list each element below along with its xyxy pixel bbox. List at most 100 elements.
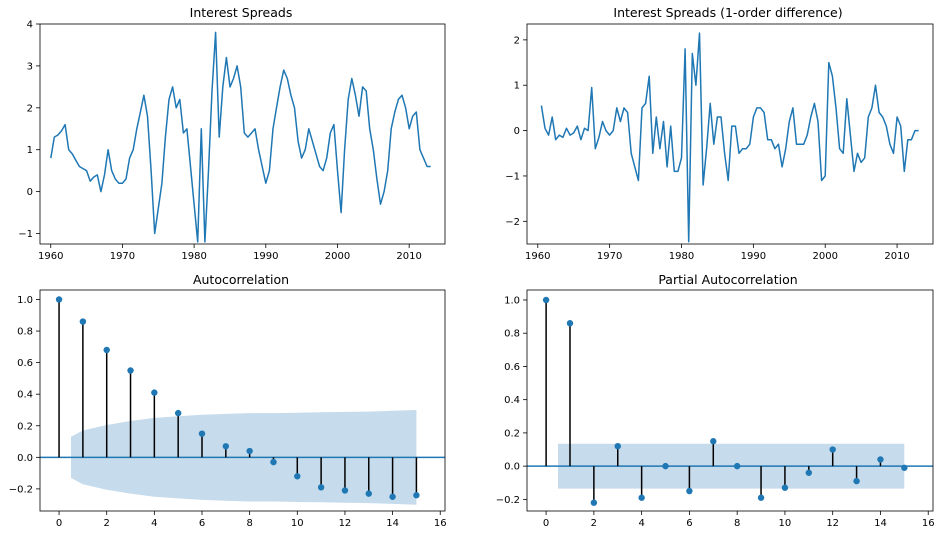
data-point: [55, 296, 63, 303]
y-tick-label: 1.0: [504, 295, 520, 306]
data-point: [151, 389, 158, 396]
x-tick-label: 2010: [884, 251, 909, 262]
data-point: [901, 464, 908, 471]
data-point: [614, 442, 621, 450]
data-point: [198, 430, 206, 437]
x-tick-label: 2010: [396, 251, 421, 262]
x-tick-label: 0: [56, 518, 62, 529]
data-point: [413, 492, 420, 499]
data-point: [174, 409, 182, 417]
autocorrelation-chart: Autocorrelation 0 2 4 6 8 10 12 14 16 −0.2 0.0 0.2 0…: [9, 272, 447, 529]
x-tick-label: 10: [779, 518, 792, 529]
y-tick-label: −1: [505, 171, 520, 182]
data-point: [79, 318, 87, 325]
y-tick-label: 4: [27, 20, 33, 31]
x-tick-label: 12: [826, 518, 839, 529]
x-tick-label: 0: [543, 518, 549, 529]
x-tick-label: 1960: [525, 251, 550, 262]
y-tick-label: 1.0: [17, 295, 33, 306]
chart-title: Interest Spreads (1-order difference): [613, 5, 842, 20]
x-tick-label: 14: [874, 518, 887, 529]
x-tick-label: 6: [686, 518, 692, 529]
y-tick-label: 0: [514, 126, 520, 137]
data-point: [829, 446, 836, 453]
x-tick-label: 1980: [669, 251, 694, 262]
data-point: [686, 487, 693, 495]
data-point: [757, 494, 765, 501]
plot-frame: [526, 289, 934, 512]
x-tick-label: 1970: [597, 251, 622, 262]
x-tick-label: 2000: [325, 251, 350, 262]
data-point: [127, 367, 134, 374]
y-tick-label: 0.8: [504, 329, 520, 340]
y-tick-label: 0.0: [504, 462, 520, 473]
x-tick-label: 10: [291, 518, 304, 529]
data-point: [710, 438, 717, 445]
x-tick-label: 1990: [253, 251, 278, 262]
data-point: [781, 484, 789, 491]
data-point: [365, 490, 372, 497]
data-point: [246, 447, 253, 455]
chart-title: Interest Spreads: [190, 5, 293, 20]
y-tick-label: 1: [514, 81, 520, 92]
data-point: [805, 469, 813, 476]
plot-frame: [526, 23, 934, 245]
y-tick-label: −0.2: [496, 495, 520, 506]
x-tick-label: 8: [246, 518, 252, 529]
data-point: [542, 296, 550, 304]
data-point: [222, 443, 230, 450]
data-point: [638, 494, 645, 501]
x-tick-label: 2000: [812, 251, 837, 262]
x-tick-label: 14: [386, 518, 399, 529]
y-tick-label: 0.2: [17, 421, 33, 432]
plot-frame: [39, 23, 446, 245]
plot-frame: [39, 289, 446, 512]
data-point: [317, 484, 325, 491]
x-tick-label: 16: [922, 518, 935, 529]
x-tick-label: 4: [638, 518, 644, 529]
partial-autocorrelation-chart: Partial Autocorrelation 0 2 4 6 8 10 12 14 16 −0.…: [496, 272, 935, 529]
x-tick-label: 1970: [110, 251, 135, 262]
y-tick-label: 0.4: [17, 390, 33, 401]
x-tick-label: 8: [734, 518, 740, 529]
series-line: [540, 32, 919, 243]
y-tick-label: 0.6: [17, 358, 33, 369]
data-point: [733, 462, 741, 470]
y-tick-label: 0.8: [17, 327, 33, 338]
y-tick-label: 2: [514, 35, 520, 46]
data-point: [389, 493, 396, 500]
y-tick-label: 2: [27, 103, 33, 114]
chart-title: Partial Autocorrelation: [658, 272, 797, 287]
series-line: [50, 31, 431, 243]
x-tick-label: 6: [199, 518, 205, 529]
x-tick-label: 12: [339, 518, 352, 529]
data-point: [294, 473, 301, 480]
y-tick-label: 0.0: [17, 453, 33, 464]
interest-spreads-difference-chart: Interest Spreads (1-order difference) 19…: [505, 5, 934, 262]
data-point: [341, 487, 349, 494]
data-point: [877, 456, 884, 463]
x-tick-label: 1960: [38, 251, 63, 262]
data-point: [590, 499, 598, 506]
x-tick-label: 16: [434, 518, 447, 529]
interest-spreads-chart: Interest Spreads 1960 1970 1980 1990 2000 201…: [18, 5, 446, 262]
y-tick-label: 0.2: [504, 428, 520, 439]
x-tick-label: 2: [591, 518, 597, 529]
y-tick-label: −1: [18, 229, 33, 240]
y-tick-label: −2: [505, 217, 520, 228]
data-point: [270, 458, 277, 466]
y-tick-label: 0.4: [504, 395, 520, 406]
data-point: [103, 346, 110, 354]
x-tick-label: 1990: [741, 251, 766, 262]
data-point: [566, 320, 574, 327]
y-tick-label: −0.2: [9, 484, 33, 495]
y-tick-label: 3: [27, 61, 33, 72]
x-tick-label: 4: [151, 518, 157, 529]
y-tick-label: 1: [27, 145, 33, 156]
data-point: [662, 462, 669, 470]
chart-title: Autocorrelation: [193, 272, 289, 287]
y-tick-label: 0.6: [504, 362, 520, 373]
x-tick-label: 1980: [181, 251, 206, 262]
x-tick-label: 2: [104, 518, 110, 529]
